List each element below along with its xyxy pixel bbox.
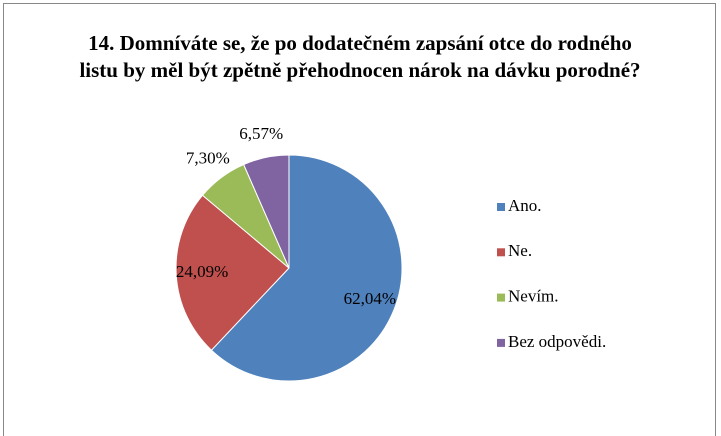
pie-slice bbox=[175, 194, 290, 351]
legend-swatch bbox=[497, 338, 505, 347]
legend-swatch bbox=[497, 248, 505, 257]
legend-label: Bez odpovědi. bbox=[508, 332, 606, 351]
data-label: 24,09% bbox=[176, 262, 228, 281]
chart-title: 14. Domníváte se, že po dodatečném zapsá… bbox=[79, 31, 641, 82]
pie-slice bbox=[210, 154, 403, 382]
legend-label: Ano. bbox=[508, 196, 542, 215]
legend-label: Nevím. bbox=[508, 287, 559, 306]
data-label: 7,30% bbox=[186, 148, 230, 167]
legend-swatch bbox=[497, 293, 505, 302]
pie-slice bbox=[243, 154, 290, 269]
chart-border bbox=[3, 3, 716, 436]
data-label: 6,57% bbox=[239, 124, 283, 143]
data-label: 62,04% bbox=[344, 289, 396, 308]
legend-swatch bbox=[497, 203, 505, 211]
legend-label: Ne. bbox=[508, 241, 532, 260]
